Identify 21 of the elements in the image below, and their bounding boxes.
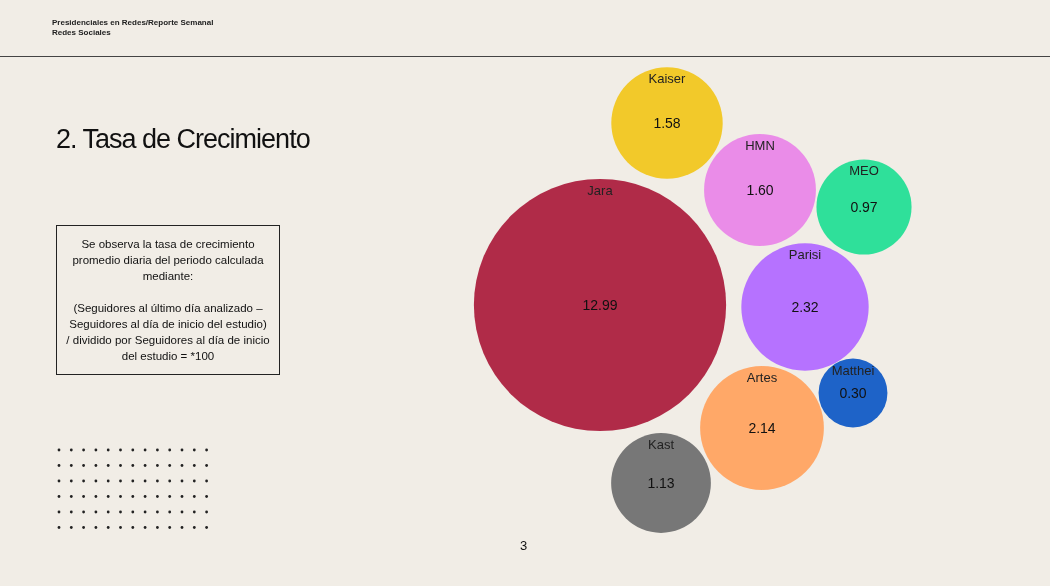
data-label: 2.14 [748,420,776,436]
category-label: Parisi [788,247,822,263]
text: Se observa la tasa de crecimiento promedio diaria del periodo calculada mediante: (Seguidores al último día analizado – Seguidores al día de inicio del estudio) / dividido por Seguidores al día de inicio del estudio = *100 [66,238,270,362]
category-label: MEO [849,163,879,179]
category-label: HMN [745,138,775,154]
category-label: Kast [647,437,675,453]
text: Presidenciales en Redes/Reporte Semanal [52,18,214,28]
data-label: 0.97 [850,199,878,215]
data-label: 1.60 [746,182,774,198]
data-label: 1.58 [653,115,681,131]
text: Redes Sociales [52,28,112,38]
category-label: Kaiser [648,71,687,87]
data-label: 0.30 [839,385,867,401]
category-label: Matthei [831,362,875,378]
text: 3 [520,538,528,553]
text: 2. Tasa de Crecimiento [56,124,310,155]
data-label: 12.99 [582,297,618,313]
category-label: Jara [587,182,614,198]
data-label: 1.13 [647,475,675,491]
data-label: 2.32 [791,299,819,315]
category-label: Artes [746,370,778,386]
